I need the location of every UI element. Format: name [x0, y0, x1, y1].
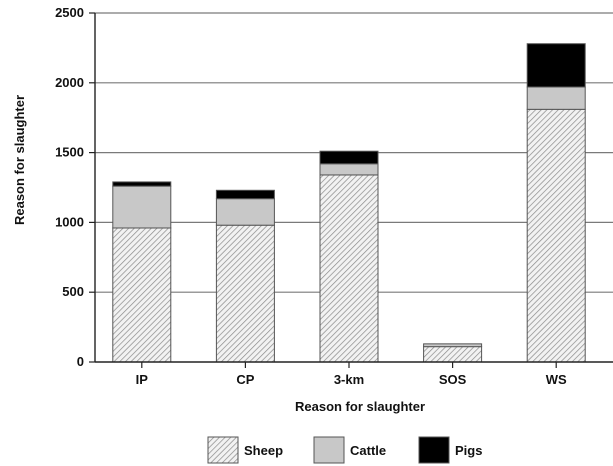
bar-segment-pigs-ws [526, 43, 586, 88]
x-tick-label: SOS [439, 372, 467, 387]
legend-swatch-sheep [207, 436, 239, 464]
x-tick-labels: IP CP 3-km SOS WS [136, 372, 567, 387]
y-tick-label: 1000 [55, 214, 84, 229]
legend-swatch-pigs [418, 436, 450, 464]
y-tick-label: 2500 [55, 5, 84, 20]
y-tick-label: 500 [62, 284, 84, 299]
bar-segment-sheep-ws [526, 108, 586, 363]
legend-label-sheep: Sheep [244, 443, 283, 458]
y-tick-labels: 0 500 1000 1500 2000 2500 [55, 5, 84, 369]
y-axis-title: Reason for slaughter [12, 95, 27, 225]
bars [112, 43, 586, 363]
bar-segment-sheep-3-km [319, 174, 379, 363]
x-tick-label: WS [546, 372, 567, 387]
x-tick-label: IP [136, 372, 149, 387]
legend-label-cattle: Cattle [350, 443, 386, 458]
x-axis-title: Reason for slaughter [295, 399, 425, 414]
legend-item-pigs: Pigs [418, 436, 482, 464]
bar-segment-sheep-ip [112, 227, 172, 363]
bar-segment-sheep-cp [215, 224, 275, 363]
bar-segment-pigs-3-km [319, 150, 379, 165]
legend-label-pigs: Pigs [455, 443, 482, 458]
bar-segment-cattle-ws [526, 86, 586, 110]
bar-segment-cattle-cp [215, 198, 275, 226]
legend-swatch-cattle [313, 436, 345, 464]
bar-segment-cattle-sos [423, 343, 483, 348]
legend-item-cattle: Cattle [313, 436, 386, 464]
x-tick-label: 3-km [334, 372, 364, 387]
bar-segment-pigs-ip [112, 181, 172, 187]
x-tick-label: CP [236, 372, 254, 387]
y-tick-label: 2000 [55, 75, 84, 90]
bar-segment-pigs-cp [215, 189, 275, 200]
y-tick-label: 1500 [55, 145, 84, 160]
y-tick-label: 0 [77, 354, 84, 369]
bar-segment-cattle-ip [112, 185, 172, 229]
legend-item-sheep: Sheep [207, 436, 283, 464]
legend: Sheep Cattle Pigs [207, 436, 482, 464]
bar-segment-sheep-sos [423, 346, 483, 363]
bar-segment-cattle-3-km [319, 163, 379, 176]
axes [89, 12, 613, 368]
